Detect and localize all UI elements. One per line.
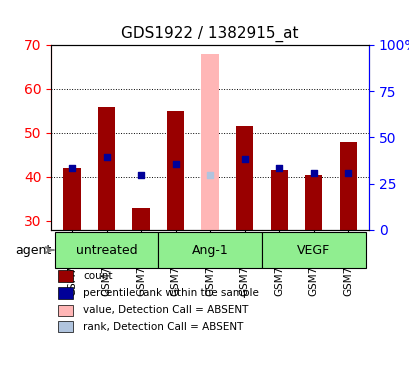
- FancyBboxPatch shape: [261, 232, 365, 268]
- Text: VEGF: VEGF: [297, 243, 330, 256]
- Bar: [304, 175, 321, 230]
- Bar: [57, 270, 73, 282]
- Bar: [98, 106, 115, 230]
- Bar: [201, 54, 218, 230]
- Text: count: count: [83, 271, 112, 281]
- Bar: [57, 287, 73, 299]
- Point: [241, 156, 247, 162]
- Point: [344, 170, 351, 176]
- Text: Ang-1: Ang-1: [191, 243, 228, 256]
- Bar: [236, 126, 253, 230]
- Text: rank, Detection Call = ABSENT: rank, Detection Call = ABSENT: [83, 322, 243, 332]
- Bar: [63, 168, 81, 230]
- FancyBboxPatch shape: [54, 232, 158, 268]
- Point: [69, 165, 75, 171]
- Bar: [132, 208, 149, 230]
- Bar: [339, 142, 356, 230]
- Bar: [57, 321, 73, 333]
- Point: [137, 172, 144, 178]
- Point: [310, 170, 316, 176]
- Point: [207, 172, 213, 178]
- FancyBboxPatch shape: [158, 232, 261, 268]
- Bar: [166, 111, 184, 230]
- Text: value, Detection Call = ABSENT: value, Detection Call = ABSENT: [83, 305, 248, 315]
- Title: GDS1922 / 1382915_at: GDS1922 / 1382915_at: [121, 26, 298, 42]
- Text: percentile rank within the sample: percentile rank within the sample: [83, 288, 258, 298]
- Bar: [270, 170, 287, 230]
- Text: agent: agent: [16, 243, 52, 256]
- Point: [172, 161, 178, 167]
- Point: [103, 154, 110, 160]
- Point: [275, 165, 282, 171]
- Text: untreated: untreated: [76, 243, 137, 256]
- Bar: [57, 304, 73, 316]
